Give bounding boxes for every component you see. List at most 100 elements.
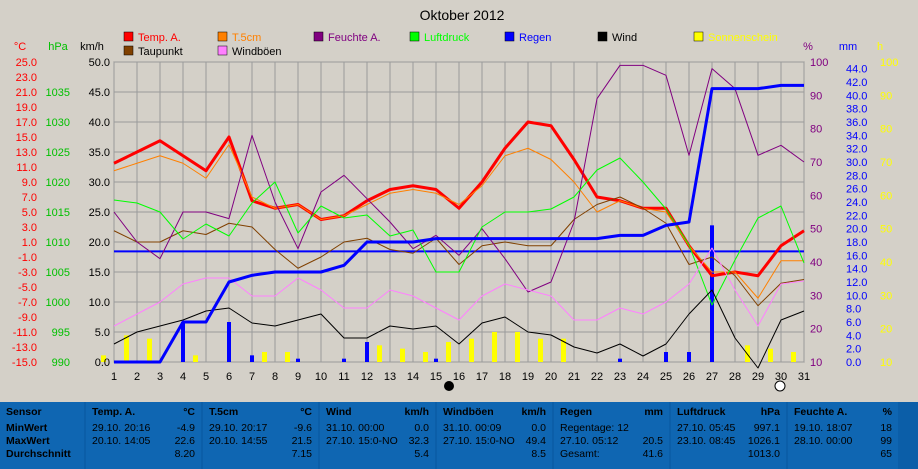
tick-label-rain: 42.0: [846, 77, 867, 89]
tick-label-sun: 30: [880, 290, 892, 302]
tick-label-temp: -3.0: [18, 267, 37, 279]
cell-date: 27.10. 15:0-NO: [443, 435, 515, 447]
sun-bar: [285, 352, 290, 362]
x-tick-label: 16: [453, 371, 465, 383]
table-row: 27.10. 15:0-NO 32.3: [326, 435, 429, 447]
cell-date: 31.10. 00:09: [443, 422, 502, 434]
table-row: 27.10. 05:45 997.1: [677, 422, 780, 434]
x-tick-label: 15: [430, 371, 442, 383]
axis-unit-wind: km/h: [80, 41, 104, 53]
legend-label: Taupunkt: [138, 46, 183, 58]
x-tick-label: 18: [499, 371, 511, 383]
tick-label-pressure: 990: [52, 357, 70, 369]
cell-value: 41.6: [642, 448, 663, 460]
chart-title: Oktober 2012: [420, 7, 505, 23]
tick-label-rain: 44.0: [846, 64, 867, 76]
legend-label: Wind: [612, 32, 637, 44]
table-row: 1013.0: [677, 448, 780, 460]
tick-label-temp: 5.0: [22, 207, 37, 219]
new-moon-marker: [444, 381, 454, 391]
x-tick-label: 30: [775, 371, 787, 383]
cell-date: Gesamt:: [560, 448, 600, 460]
tick-label-wind: 5.0: [95, 327, 110, 339]
sun-bar: [124, 335, 129, 362]
x-tick-label: 10: [315, 371, 327, 383]
cell-value: 20.5: [642, 435, 663, 447]
tick-label-wind: 45.0: [89, 87, 110, 99]
tick-label-rain: 20.0: [846, 224, 867, 236]
x-tick-label: 26: [683, 371, 695, 383]
cell-value: 1026.1: [747, 435, 780, 447]
column-header: Regen: [560, 406, 593, 418]
sun-bar: [262, 352, 267, 362]
cell-value: 5.4: [414, 448, 429, 460]
table-row: 8.20: [92, 448, 195, 460]
x-tick-label: 6: [226, 371, 232, 383]
tick-label-wind: 25.0: [89, 207, 110, 219]
bars: [101, 225, 796, 362]
tick-label-sun: 100: [880, 57, 898, 69]
legend-swatch: [123, 45, 134, 56]
tick-label-sun: 90: [880, 90, 892, 102]
cell-value: 22.6: [174, 435, 195, 447]
table-column: Regen mm Regentage: 12 27.10. 05:12 20.5 Gesa…: [554, 402, 669, 469]
cell-value: -9.6: [293, 422, 312, 434]
sun-bar: [492, 332, 497, 362]
table-row: 20.10. 14:05 22.6: [92, 435, 195, 447]
column-header: Temp. A.: [92, 406, 136, 418]
x-tick-label: 4: [180, 371, 186, 383]
x-tick-label: 29: [752, 371, 764, 383]
column-header: Wind: [326, 406, 352, 418]
legend-label: Windböen: [232, 46, 282, 58]
tick-label-humidity: 20: [810, 324, 822, 336]
table-column: T.5cm °C 29.10. 20:17 -9.6 20.10. 14:55 21.5 7…: [203, 402, 318, 469]
rain-bar: [296, 358, 300, 362]
table-column: Wind km/h 31.10. 00:00 0.0 27.10. 15:0-NO 32.…: [320, 402, 435, 469]
column-header: Windböen: [443, 406, 494, 418]
tick-label-rain: 0.0: [846, 357, 861, 369]
x-tick-label: 1: [111, 371, 117, 383]
x-tick-label: 9: [295, 371, 301, 383]
tick-label-temp: -1.0: [18, 252, 37, 264]
tick-label-temp: -9.0: [18, 312, 37, 324]
tick-label-rain: 22.0: [846, 210, 867, 222]
column-unit: °C: [183, 406, 195, 418]
tick-label-wind: 35.0: [89, 147, 110, 159]
tick-label-wind: 10.0: [89, 297, 110, 309]
cell-date: 29.10. 20:16: [92, 422, 151, 434]
x-tick-label: 27: [706, 371, 718, 383]
cell-value: 49.4: [525, 435, 546, 447]
axis-unit-sun: h: [877, 41, 883, 53]
tick-label-temp: -5.0: [18, 282, 37, 294]
table-row: 29.10. 20:17 -9.6: [209, 422, 312, 434]
x-tick-label: 20: [545, 371, 557, 383]
x-tick-label: 21: [568, 371, 580, 383]
cell-value: -4.9: [176, 422, 195, 434]
column-unit: km/h: [404, 406, 429, 418]
tick-label-rain: 32.0: [846, 144, 867, 156]
axis-unit-rain: mm: [839, 41, 857, 53]
tick-label-rain: 38.0: [846, 104, 867, 116]
cell-value: 997.1: [753, 422, 780, 434]
tick-label-temp: 7.0: [22, 192, 37, 204]
tick-label-rain: 2.0: [846, 344, 861, 356]
sun-bar: [423, 352, 428, 362]
legend-swatch: [313, 31, 324, 42]
table-row: 5.4: [326, 448, 429, 460]
tick-label-sun: 40: [880, 257, 892, 269]
tick-label-humidity: 50: [810, 224, 822, 236]
column-unit: %: [882, 406, 892, 418]
tick-label-temp: 21.0: [16, 87, 37, 99]
tick-label-rain: 40.0: [846, 90, 867, 102]
tick-label-humidity: 90: [810, 90, 822, 102]
table-row: 31.10. 00:00 0.0: [326, 422, 429, 434]
tick-label-humidity: 70: [810, 157, 822, 169]
rain-bar: [227, 322, 231, 362]
series-line: [114, 83, 804, 364]
tick-label-rain: 12.0: [846, 277, 867, 289]
table-row: 65: [794, 448, 892, 460]
tick-label-temp: 9.0: [22, 177, 37, 189]
column-unit: hPa: [760, 406, 780, 418]
cell-date: 29.10. 20:17: [209, 422, 268, 434]
table-row: 20.10. 14:55 21.5: [209, 435, 312, 447]
